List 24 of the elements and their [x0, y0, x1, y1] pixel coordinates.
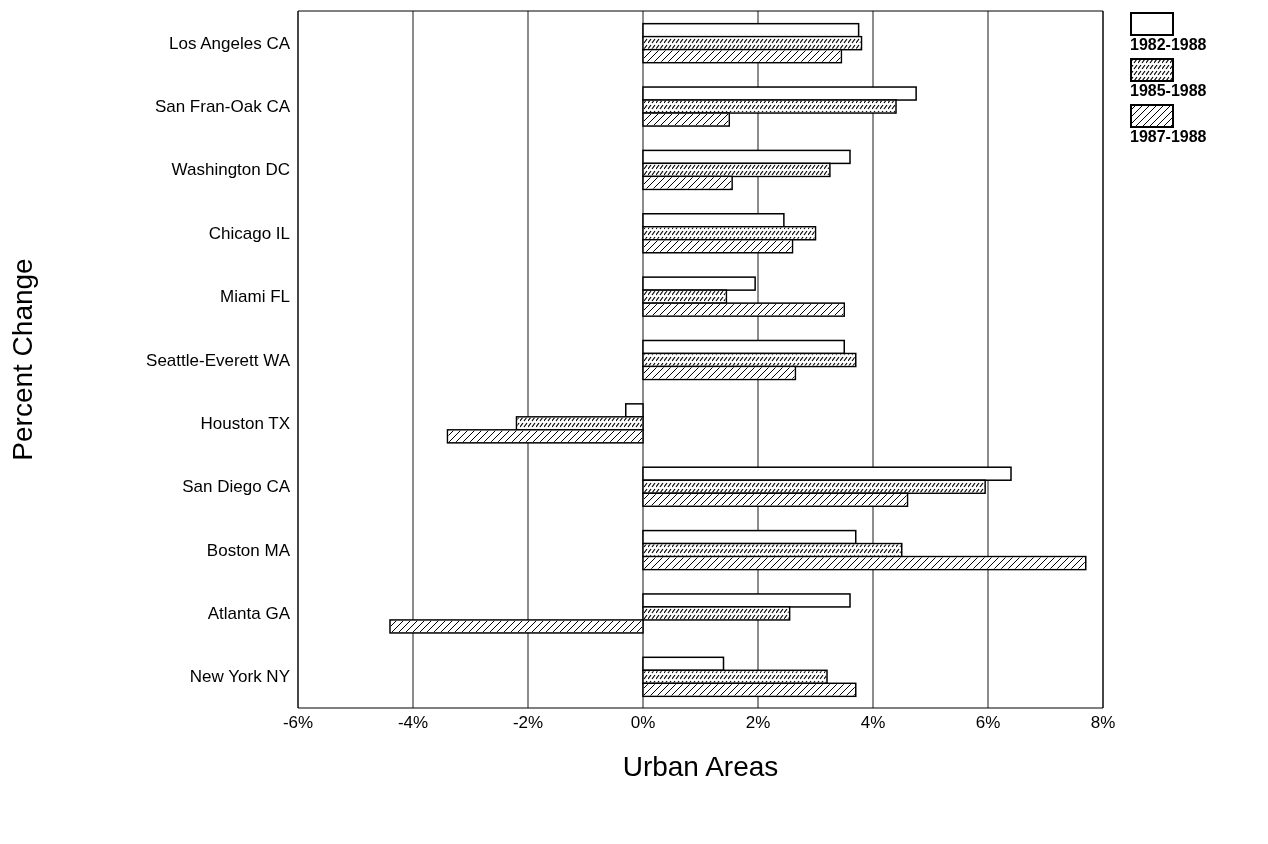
y-tick-label: Los Angeles CA — [169, 33, 291, 53]
legend-label: 1987-1988 — [1130, 128, 1207, 146]
x-tick-label: 0% — [630, 713, 656, 733]
x-tick-label: -2% — [512, 713, 544, 733]
x-tick-label: 4% — [860, 713, 886, 733]
y-axis-title: Percent Change — [6, 258, 38, 461]
y-tick-label: Chicago IL — [208, 223, 290, 243]
y-tick-label: Seattle-Everett WA — [146, 350, 291, 370]
y-tick-label: Washington DC — [171, 160, 290, 180]
y-tick-label: San Fran-Oak CA — [154, 97, 291, 117]
x-tick-label: 2% — [745, 713, 771, 733]
x-tick-label: 6% — [975, 713, 1001, 733]
legend-label: 1982-1988 — [1130, 36, 1207, 54]
y-tick-label: Houston TX — [200, 413, 290, 433]
y-tick-label: Miami FL — [220, 287, 290, 307]
legend-label: 1985-1988 — [1130, 82, 1207, 100]
y-tick-label: Atlanta GA — [207, 603, 291, 623]
x-tick-label: -4% — [397, 713, 429, 733]
y-tick-label: San Diego CA — [182, 477, 291, 497]
y-tick-label: New York NY — [189, 667, 290, 687]
x-tick-label: -6% — [282, 713, 314, 733]
x-axis-title: Urban Areas — [622, 751, 779, 782]
x-tick-label: 8% — [1090, 713, 1116, 733]
y-tick-label: Boston MA — [206, 540, 291, 560]
